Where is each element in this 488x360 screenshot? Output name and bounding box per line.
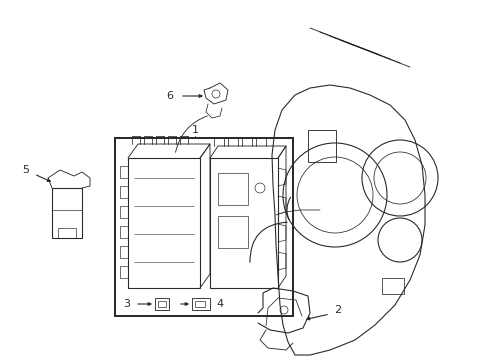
Text: 5: 5 — [22, 165, 29, 175]
Bar — [195, 301, 204, 307]
Bar — [115, 138, 292, 316]
Bar — [307, 130, 335, 162]
Bar — [209, 158, 278, 288]
Text: 6: 6 — [166, 91, 173, 101]
Bar — [128, 158, 200, 288]
Bar — [218, 216, 247, 248]
Bar — [192, 298, 209, 310]
Text: 2: 2 — [334, 305, 341, 315]
Bar — [218, 173, 247, 205]
Bar — [158, 301, 165, 307]
Text: 4: 4 — [216, 299, 223, 309]
Bar — [155, 298, 169, 310]
Text: 1: 1 — [191, 125, 198, 135]
Bar — [52, 188, 82, 238]
Text: 3: 3 — [123, 299, 130, 309]
Bar — [58, 228, 76, 238]
Bar — [381, 278, 403, 294]
